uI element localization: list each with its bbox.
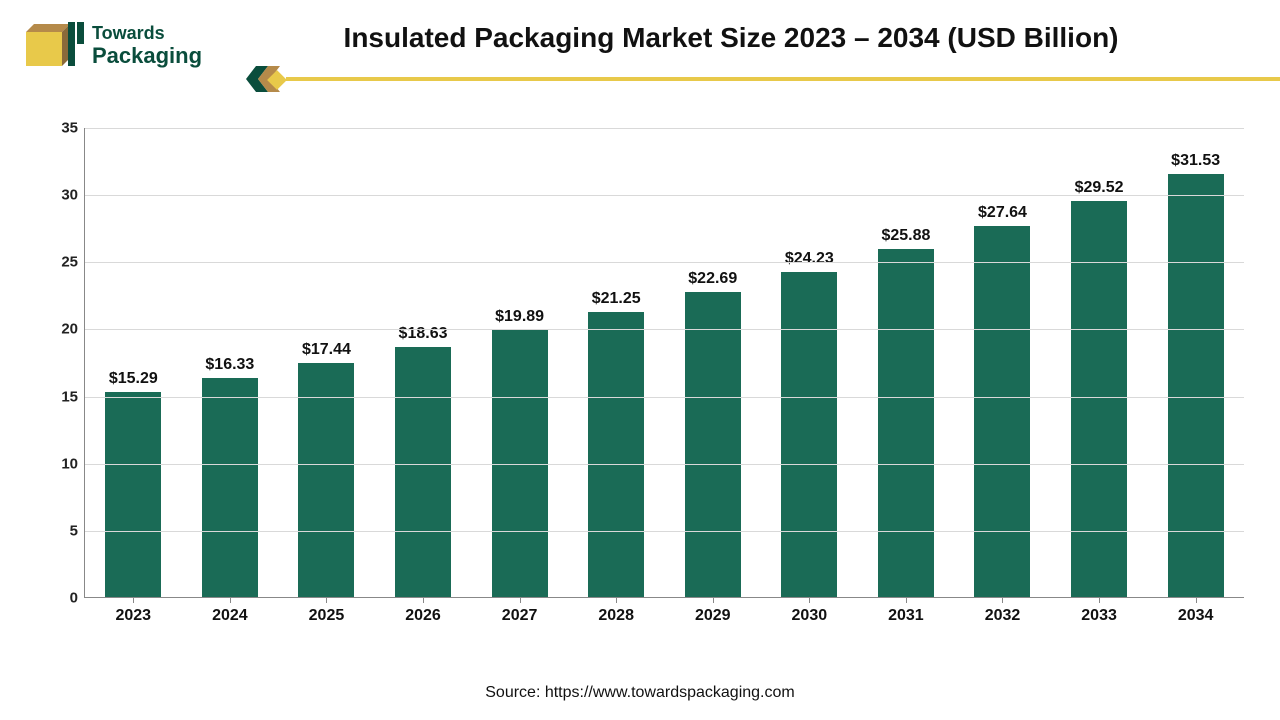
bar-slot: $22.692029	[664, 270, 761, 597]
bar	[781, 272, 837, 597]
bar-value-label: $25.88	[881, 227, 930, 245]
gridline	[85, 397, 1244, 398]
x-axis-label: 2027	[502, 607, 538, 625]
bar	[395, 347, 451, 597]
gridline	[85, 464, 1244, 465]
bar-value-label: $18.63	[399, 325, 448, 343]
logo-text-top: Towards	[92, 23, 202, 44]
bar-slot: $17.442025	[278, 341, 375, 597]
divider-line	[286, 77, 1280, 81]
x-axis-label: 2028	[598, 607, 634, 625]
source-text: Source: https://www.towardspackaging.com	[0, 684, 1280, 702]
y-axis-label: 15	[48, 388, 78, 405]
y-axis-label: 5	[48, 522, 78, 539]
bar	[588, 312, 644, 597]
x-axis-tick	[230, 597, 231, 603]
bar-slot: $16.332024	[182, 356, 279, 597]
bars-container: $15.292023$16.332024$17.442025$18.632026…	[85, 128, 1244, 597]
chart-title: Insulated Packaging Market Size 2023 – 2…	[242, 22, 1280, 54]
bar-chart: $15.292023$16.332024$17.442025$18.632026…	[48, 128, 1248, 638]
gridline	[85, 128, 1244, 129]
bar-value-label: $21.25	[592, 290, 641, 308]
gridline	[85, 531, 1244, 532]
bar-value-label: $19.89	[495, 308, 544, 326]
gridline	[85, 329, 1244, 330]
bar	[1168, 174, 1224, 597]
x-axis-tick	[713, 597, 714, 603]
bar	[974, 226, 1030, 597]
x-axis-tick	[326, 597, 327, 603]
bar-value-label: $16.33	[205, 356, 254, 374]
title-divider	[246, 64, 1280, 94]
logo-text: Towards Packaging	[92, 23, 202, 69]
y-axis-label: 35	[48, 120, 78, 137]
bar-value-label: $31.53	[1171, 152, 1220, 170]
divider-chevron-icon	[246, 64, 288, 94]
x-axis-label: 2026	[405, 607, 441, 625]
bar-value-label: $22.69	[688, 270, 737, 288]
bar-slot: $21.252028	[568, 290, 665, 597]
header: Towards Packaging Insulated Packaging Ma…	[0, 0, 1280, 73]
y-axis-label: 10	[48, 455, 78, 472]
bar-value-label: $29.52	[1075, 179, 1124, 197]
bar-slot: $15.292023	[85, 370, 182, 597]
bar	[298, 363, 354, 597]
logo-text-bottom: Packaging	[92, 43, 202, 68]
x-axis-tick	[616, 597, 617, 603]
plot-area: $15.292023$16.332024$17.442025$18.632026…	[84, 128, 1244, 598]
y-axis-label: 30	[48, 187, 78, 204]
x-axis-label: 2023	[115, 607, 151, 625]
bar	[685, 292, 741, 597]
logo: Towards Packaging	[24, 18, 202, 73]
bar-value-label: $17.44	[302, 341, 351, 359]
x-axis-tick	[133, 597, 134, 603]
x-axis-tick	[1002, 597, 1003, 603]
bar	[105, 392, 161, 597]
bar	[202, 378, 258, 597]
x-axis-tick	[906, 597, 907, 603]
x-axis-tick	[1196, 597, 1197, 603]
bar-value-label: $24.23	[785, 250, 834, 268]
bar-value-label: $27.64	[978, 204, 1027, 222]
x-axis-label: 2024	[212, 607, 248, 625]
bar-slot: $25.882031	[858, 227, 955, 597]
x-axis-label: 2032	[985, 607, 1021, 625]
gridline	[85, 262, 1244, 263]
x-axis-tick	[1099, 597, 1100, 603]
x-axis-tick	[423, 597, 424, 603]
bar	[1071, 201, 1127, 597]
y-axis-label: 0	[48, 590, 78, 607]
bar-slot: $19.892027	[471, 308, 568, 597]
x-axis-tick	[809, 597, 810, 603]
x-axis-label: 2030	[792, 607, 828, 625]
bar	[878, 249, 934, 597]
x-axis-label: 2033	[1081, 607, 1117, 625]
y-axis-label: 25	[48, 254, 78, 271]
x-axis-label: 2031	[888, 607, 924, 625]
x-axis-label: 2034	[1178, 607, 1214, 625]
logo-icon	[24, 18, 84, 73]
x-axis-tick	[520, 597, 521, 603]
bar-slot: $24.232030	[761, 250, 858, 597]
x-axis-label: 2029	[695, 607, 731, 625]
gridline	[85, 195, 1244, 196]
x-axis-label: 2025	[309, 607, 345, 625]
bar-slot: $18.632026	[375, 325, 472, 597]
bar-slot: $29.522033	[1051, 179, 1148, 597]
bar-value-label: $15.29	[109, 370, 158, 388]
y-axis-label: 20	[48, 321, 78, 338]
